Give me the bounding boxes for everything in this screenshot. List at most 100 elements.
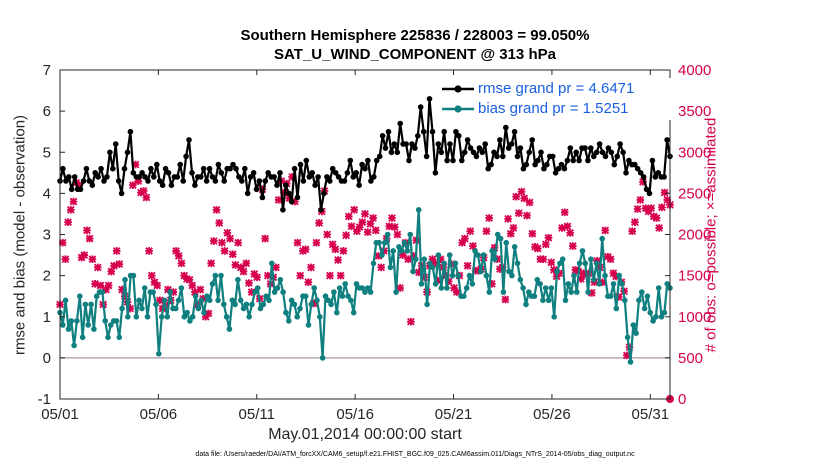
bias-point	[184, 309, 190, 316]
obs-count-marker	[315, 219, 323, 227]
obs-count-marker	[239, 267, 248, 276]
rmse-point	[344, 170, 351, 176]
bias-point	[413, 256, 419, 263]
bias-point	[88, 301, 94, 308]
rmse-point	[63, 178, 69, 184]
bias-point	[204, 293, 210, 300]
obs-count-marker	[215, 219, 224, 227]
bias-point	[661, 309, 668, 316]
obs-count-marker	[312, 238, 321, 247]
bias-point	[116, 334, 123, 341]
y-left-axis-ticks: -1 0 1 2 3 4 5 6 7	[38, 62, 65, 408]
rmse-point	[646, 190, 653, 197]
y-left-tick-label: 7	[43, 62, 51, 79]
rmse-point	[409, 141, 415, 147]
rmse-point	[441, 128, 448, 135]
rmse-point	[101, 178, 107, 184]
x-axis-label: May.01,2014 00:00:00 start	[268, 426, 462, 443]
rmse-point	[206, 165, 213, 172]
bias-point	[415, 207, 422, 213]
rmse-point	[139, 170, 145, 176]
obs-count-marker	[466, 227, 475, 236]
obs-count-marker	[204, 309, 213, 318]
obs-count-marker	[263, 271, 272, 280]
bias-point	[607, 293, 614, 300]
rmse-point	[655, 170, 662, 176]
bias-point	[593, 260, 600, 267]
bias-point	[421, 256, 428, 263]
obs-count-marker	[196, 285, 205, 294]
rmse-point	[494, 153, 500, 160]
obs-count-marker	[482, 227, 491, 236]
obs-count-marker	[622, 351, 631, 360]
rmse-point	[385, 128, 392, 135]
rmse-point	[148, 165, 154, 172]
rmse-point	[80, 178, 87, 184]
bias-point	[342, 281, 349, 287]
rmse-point	[608, 149, 615, 156]
bias-point	[350, 309, 357, 316]
bias-point	[229, 297, 236, 304]
bias-point	[235, 276, 241, 283]
rmse-point	[365, 157, 371, 164]
bias-point	[576, 260, 583, 267]
obs-count-marker	[434, 276, 442, 285]
bias-point	[201, 309, 207, 316]
rmse-point	[403, 141, 409, 147]
x-tick-label: 05/26	[533, 406, 571, 423]
rmse-point	[60, 165, 66, 172]
bias-point	[557, 260, 563, 267]
rmse-point	[180, 178, 186, 184]
bias-point	[175, 297, 182, 304]
bias-point	[85, 322, 91, 328]
bias-point	[297, 305, 303, 312]
bias-point	[526, 289, 532, 295]
legend-swatch-bias	[442, 105, 474, 113]
bias-point	[198, 297, 204, 304]
rmse-point	[388, 149, 395, 156]
obs-count-marker	[614, 293, 623, 301]
bias-point	[393, 289, 399, 295]
obs-count-marker	[444, 277, 453, 286]
rmse-point	[124, 149, 131, 156]
bias-point	[218, 272, 224, 279]
bias-point	[286, 318, 292, 324]
bias-point	[153, 301, 159, 308]
rmse-point	[520, 165, 527, 172]
rmse-point	[438, 149, 445, 156]
y-left-tick-label: 0	[43, 350, 51, 367]
rmse-point	[376, 153, 383, 160]
obs-count-marker	[490, 243, 499, 252]
rmse-point	[614, 153, 620, 160]
obs-count-marker	[212, 205, 221, 214]
rmse-point	[68, 186, 75, 193]
obs-count-marker	[91, 280, 99, 288]
rmse-point	[71, 174, 78, 180]
obs-count-marker	[253, 273, 261, 282]
obs-count-marker	[93, 263, 102, 272]
rmse-point	[599, 149, 606, 156]
obs-count-marker	[628, 227, 637, 236]
rmse-point	[209, 174, 216, 180]
bias-series	[57, 207, 673, 365]
rmse-point	[508, 141, 515, 147]
x-tick-label: 05/16	[336, 406, 374, 423]
rmse-point	[183, 153, 189, 160]
bias-point	[630, 322, 637, 328]
rmse-point	[341, 178, 348, 184]
obs-count-marker	[185, 275, 194, 284]
obs-count-marker	[568, 242, 577, 250]
rmse-point	[104, 174, 110, 180]
rmse-point	[86, 178, 93, 184]
obs-count-marker	[350, 205, 359, 214]
bias-point	[520, 285, 526, 291]
bias-point	[497, 235, 504, 242]
rmse-point	[288, 198, 295, 205]
bias-point	[551, 314, 557, 320]
bias-point	[130, 272, 137, 279]
bias-point	[469, 281, 476, 287]
rmse-point	[189, 170, 195, 176]
bias-point	[269, 260, 275, 267]
rmse-point	[373, 157, 380, 164]
obs-count-marker	[655, 224, 664, 232]
